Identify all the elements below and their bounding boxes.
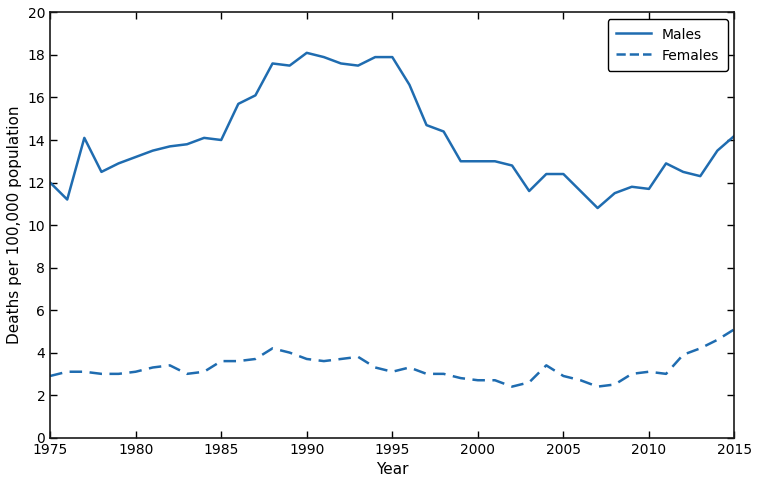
- Females: [662, 371, 671, 377]
- Females: [696, 346, 705, 351]
- Males: [593, 205, 602, 211]
- Males: [216, 137, 225, 143]
- Females: [354, 354, 363, 360]
- Females: [63, 369, 72, 375]
- Legend: Males, Females: Males, Females: [608, 19, 728, 71]
- Males: [182, 141, 191, 147]
- Females: [165, 363, 175, 368]
- Males: [97, 169, 106, 175]
- Males: [542, 171, 551, 177]
- Females: [285, 350, 294, 356]
- Females: [524, 379, 534, 385]
- Females: [422, 371, 431, 377]
- Females: [405, 364, 414, 370]
- Females: [336, 356, 345, 362]
- Females: [97, 371, 106, 377]
- Females: [370, 364, 380, 370]
- Females: [182, 371, 191, 377]
- Males: [63, 197, 72, 202]
- Males: [200, 135, 209, 141]
- Line: Males: Males: [50, 53, 735, 208]
- Males: [131, 154, 140, 160]
- Males: [490, 158, 499, 164]
- Males: [354, 63, 363, 69]
- Males: [234, 101, 243, 107]
- Males: [713, 148, 722, 153]
- Males: [679, 169, 688, 175]
- Females: [644, 369, 653, 375]
- Females: [439, 371, 448, 377]
- Females: [679, 352, 688, 358]
- Males: [576, 188, 585, 194]
- Males: [508, 163, 517, 168]
- Females: [388, 369, 397, 375]
- Females: [559, 373, 568, 379]
- Males: [627, 184, 636, 190]
- Males: [285, 63, 294, 69]
- Males: [46, 180, 55, 185]
- Females: [593, 384, 602, 390]
- Males: [370, 54, 380, 60]
- Females: [200, 369, 209, 375]
- Females: [46, 373, 55, 379]
- Males: [114, 161, 123, 166]
- Males: [80, 135, 89, 141]
- Females: [251, 356, 260, 362]
- Females: [713, 337, 722, 343]
- Males: [405, 82, 414, 88]
- Females: [576, 378, 585, 383]
- Males: [165, 143, 175, 149]
- Females: [490, 378, 499, 383]
- Males: [268, 60, 277, 66]
- Females: [542, 363, 551, 368]
- X-axis label: Year: Year: [376, 462, 408, 477]
- Males: [696, 173, 705, 179]
- Females: [268, 346, 277, 351]
- Males: [559, 171, 568, 177]
- Males: [336, 60, 345, 66]
- Females: [320, 358, 329, 364]
- Males: [422, 122, 431, 128]
- Females: [148, 364, 157, 370]
- Males: [320, 54, 329, 60]
- Females: [508, 384, 517, 390]
- Females: [131, 369, 140, 375]
- Females: [80, 369, 89, 375]
- Males: [662, 161, 671, 166]
- Males: [524, 188, 534, 194]
- Females: [730, 326, 739, 332]
- Males: [251, 92, 260, 98]
- Males: [730, 133, 739, 138]
- Males: [610, 190, 619, 196]
- Males: [644, 186, 653, 192]
- Females: [456, 375, 465, 381]
- Males: [456, 158, 465, 164]
- Females: [302, 356, 311, 362]
- Females: [216, 358, 225, 364]
- Females: [114, 371, 123, 377]
- Males: [148, 148, 157, 153]
- Females: [234, 358, 243, 364]
- Y-axis label: Deaths per 100,000 population: Deaths per 100,000 population: [7, 106, 22, 344]
- Males: [474, 158, 483, 164]
- Males: [439, 129, 448, 135]
- Females: [627, 371, 636, 377]
- Males: [302, 50, 311, 56]
- Line: Females: Females: [50, 329, 735, 387]
- Females: [610, 381, 619, 387]
- Females: [474, 378, 483, 383]
- Males: [388, 54, 397, 60]
